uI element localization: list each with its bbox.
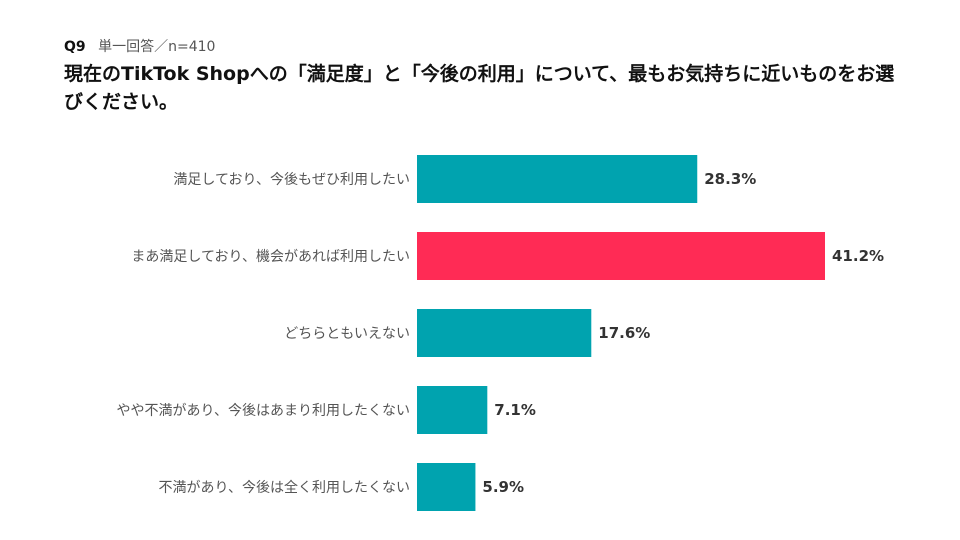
category-label-3: やや不満があり、今後はあまり利用したくない [117,403,410,419]
value-label-0: 28.3% [704,170,756,188]
bar-2 [417,309,592,357]
bar-1 [417,232,825,280]
value-label-3: 7.1% [494,401,536,419]
value-label-4: 5.9% [482,478,524,496]
category-label-4: 不満があり、今後は全く利用したくない [159,479,410,496]
question-meta: 単一回答／n=410 [98,39,216,55]
category-label-2: どちらともいえない [284,326,410,342]
bar-0 [417,155,698,203]
bar-4 [417,463,476,511]
bar-3 [417,386,488,434]
category-label-1: まあ満足しており、機会があれば利用したい [131,249,410,265]
category-label-0: 満足しており、今後もぜひ利用したい [173,172,410,188]
value-label-2: 17.6% [598,324,650,342]
value-label-1: 41.2% [832,247,884,265]
question-header: Q9 単一回答／n=410 [64,36,215,56]
question-title: 現在のTikTok Shopへの「満足度」と「今後の利用」について、最もお気持ち… [64,63,895,113]
question-number: Q9 [64,39,86,55]
